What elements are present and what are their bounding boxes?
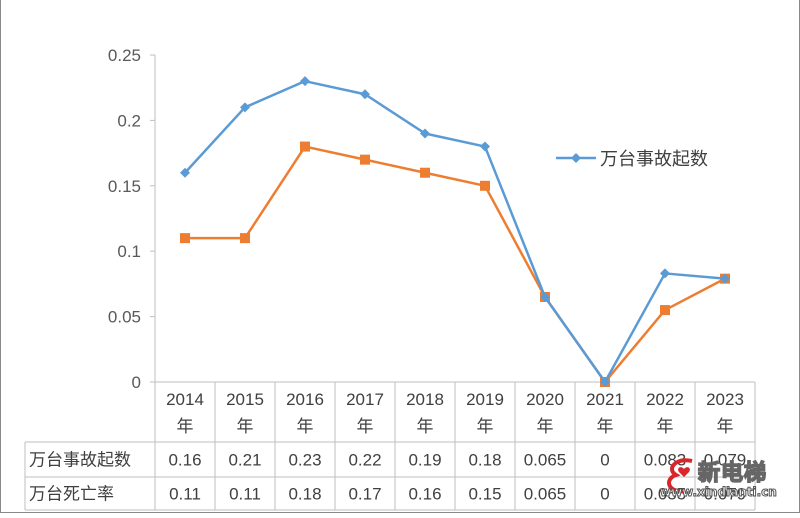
data-point-square xyxy=(360,154,370,165)
x-category-year: 2018 xyxy=(406,390,444,409)
x-category-year: 2019 xyxy=(466,390,504,409)
series-line xyxy=(184,79,726,384)
x-category-suffix: 年 xyxy=(477,417,494,436)
series-line xyxy=(185,145,726,384)
data-point-square xyxy=(660,305,670,316)
watermark-url: www.xindianti.cn xyxy=(660,485,778,500)
watermark-logo-icon xyxy=(667,458,693,494)
x-category-year: 2016 xyxy=(286,390,324,409)
x-category-year: 2014 xyxy=(166,390,204,409)
x-category-year: 2022 xyxy=(646,390,684,409)
x-category-suffix: 年 xyxy=(177,417,194,436)
x-category-year: 2021 xyxy=(586,390,624,409)
x-category-suffix: 年 xyxy=(597,417,614,436)
table-cell: 0.17 xyxy=(348,485,381,504)
y-tick-label: 0.15 xyxy=(108,177,141,196)
data-point-square xyxy=(480,180,490,191)
x-category-year: 2017 xyxy=(346,390,384,409)
x-category-suffix: 年 xyxy=(657,417,674,436)
table-cell: 0.19 xyxy=(408,451,441,470)
table-cell: 0.18 xyxy=(288,485,321,504)
data-point-diamond xyxy=(540,291,550,302)
data-point-diamond xyxy=(180,167,190,178)
data-point-square xyxy=(300,141,310,152)
data-point-diamond xyxy=(720,273,730,284)
x-category-suffix: 年 xyxy=(417,417,434,436)
y-tick-label: 0.2 xyxy=(117,111,141,130)
data-point-diamond xyxy=(300,76,310,87)
x-category-suffix: 年 xyxy=(357,417,374,436)
legend-marker-diamond xyxy=(571,153,581,163)
table-cell: 0.16 xyxy=(408,485,441,504)
table-row-label: 万台死亡率 xyxy=(29,485,114,504)
watermark-title: 新电梯 xyxy=(697,460,768,487)
x-category-suffix: 年 xyxy=(537,417,554,436)
y-tick-label: 0.05 xyxy=(108,308,141,327)
x-category-suffix: 年 xyxy=(237,417,254,436)
table-cell: 0.16 xyxy=(168,451,201,470)
data-point-square xyxy=(180,233,190,244)
data-point-diamond xyxy=(480,141,490,152)
x-category-suffix: 年 xyxy=(297,417,314,436)
y-tick-label: 0 xyxy=(132,373,141,392)
table-cell: 0.065 xyxy=(524,451,567,470)
table-cell: 0.11 xyxy=(229,485,261,504)
table-cell: 0.21 xyxy=(228,451,261,470)
table-cell: 0.22 xyxy=(348,451,381,470)
table-row-label: 万台事故起数 xyxy=(29,451,131,470)
data-point-diamond xyxy=(600,377,610,387)
table-cell: 0.079 xyxy=(704,451,747,470)
x-category-year: 2020 xyxy=(526,390,564,409)
table-cell: 0.23 xyxy=(288,451,321,470)
x-category-year: 2023 xyxy=(706,390,744,409)
table-cell: 0.15 xyxy=(468,485,501,504)
legend-label: 万台事故起数 xyxy=(600,149,708,170)
data-point-diamond xyxy=(420,128,430,139)
watermark: 新电梯 www.xindianti.cn xyxy=(660,455,800,510)
data-point-diamond xyxy=(240,102,250,113)
table-cell: 0.079 xyxy=(704,485,747,504)
data-point-square xyxy=(240,233,250,244)
table-cell: 0.065 xyxy=(524,485,567,504)
table-cell: 0.11 xyxy=(169,485,201,504)
table-cell: 0 xyxy=(600,485,609,504)
x-category-suffix: 年 xyxy=(717,417,734,436)
y-tick-label: 0.1 xyxy=(117,242,141,261)
data-point-diamond xyxy=(660,268,670,279)
table-cell: 0 xyxy=(600,451,609,470)
data-point-diamond xyxy=(360,89,370,100)
data-point-square xyxy=(420,167,430,178)
y-tick-label: 0.25 xyxy=(108,46,141,65)
table-cell: 0.18 xyxy=(468,451,501,470)
x-category-year: 2015 xyxy=(226,390,264,409)
